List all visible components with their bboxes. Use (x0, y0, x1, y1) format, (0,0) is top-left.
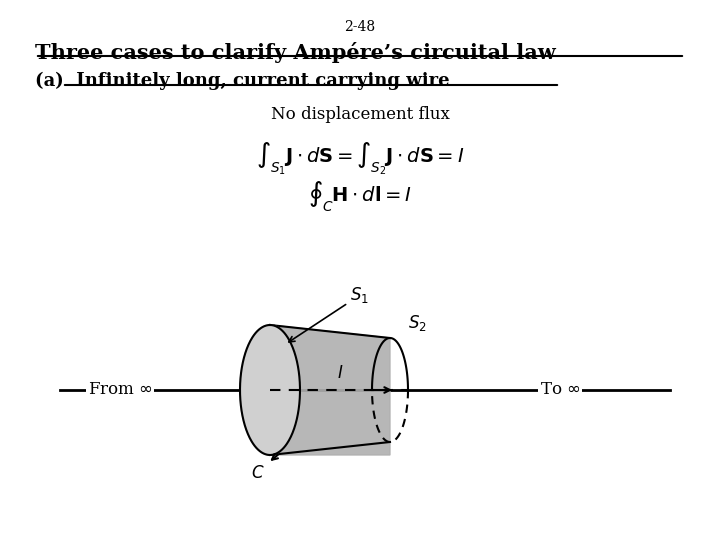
Polygon shape (240, 325, 300, 455)
Text: $C$: $C$ (251, 464, 265, 482)
Text: $S_2$: $S_2$ (408, 313, 427, 333)
Text: $\int_{S_1} \mathbf{J} \cdot d\mathbf{S} = \int_{S_2} \mathbf{J} \cdot d\mathbf{: $\int_{S_1} \mathbf{J} \cdot d\mathbf{S}… (256, 140, 464, 177)
Text: To $\infty$: To $\infty$ (540, 381, 580, 399)
Text: $I$: $I$ (337, 366, 343, 382)
Text: Three cases to clarify Ampére’s circuital law: Three cases to clarify Ampére’s circuita… (35, 42, 556, 63)
Text: No displacement flux: No displacement flux (271, 106, 449, 123)
Text: (a)  Infinitely long, current carrying wire: (a) Infinitely long, current carrying wi… (35, 72, 449, 90)
Text: $\oint_{C} \mathbf{H} \cdot d\mathbf{l} = I$: $\oint_{C} \mathbf{H} \cdot d\mathbf{l} … (308, 180, 412, 214)
Text: 2-48: 2-48 (344, 20, 376, 34)
Text: From $\infty$: From $\infty$ (88, 381, 153, 399)
Polygon shape (270, 325, 390, 455)
Text: $S_1$: $S_1$ (350, 285, 369, 305)
